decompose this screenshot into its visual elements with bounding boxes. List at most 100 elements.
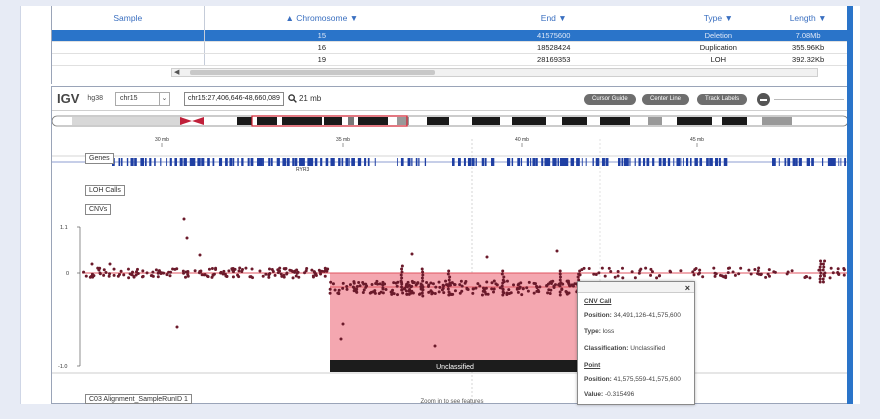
gene-exon (207, 158, 210, 166)
table-horizontal-scrollbar[interactable]: ◀ (171, 68, 818, 77)
cnv-point (297, 275, 301, 279)
zoom-out-icon[interactable] (757, 93, 770, 106)
cnv-point (616, 270, 620, 274)
popup-class-value: Unclassified (630, 345, 666, 352)
filter-icon[interactable]: ▼ (724, 13, 733, 23)
close-icon[interactable]: × (684, 283, 690, 293)
cnv-point (141, 274, 145, 278)
gene-exon (232, 158, 235, 166)
col-header-end[interactable]: End ▼ (439, 13, 668, 23)
cnv-point (718, 273, 722, 277)
gene-exon (351, 158, 355, 166)
igv-navbar: IGV hg38 chr15 ⌄ chr15:27,406,646-48,660,… (52, 87, 848, 111)
cnv-point (206, 275, 210, 279)
cnv-point (526, 289, 530, 293)
cnv-point (447, 269, 451, 273)
chevron-down-icon[interactable]: ⌄ (158, 92, 169, 105)
zoom-indicator[interactable]: 21 mb (288, 94, 321, 103)
cnv-point (279, 272, 283, 276)
cursor-guide-button[interactable]: Cursor Guide (584, 94, 636, 105)
gene-exon (212, 158, 215, 166)
cnv-point (426, 285, 430, 289)
table-row[interactable]: 16 18528424 Duplication 355.96Kb (52, 42, 848, 54)
igv-browser: IGV hg38 chr15 ⌄ chr15:27,406,646-48,660,… (51, 86, 849, 405)
cnv-point (82, 270, 86, 274)
locus-input[interactable]: chr15:27,406,646-48,660,089 (183, 91, 284, 106)
table-row[interactable]: 19 28169353 LOH 392.32Kb (52, 54, 848, 66)
cnv-point (328, 291, 332, 295)
igv-logo: IGV (57, 91, 80, 106)
gene-track[interactable] (52, 158, 848, 166)
gene-exon (364, 158, 367, 166)
track-label-alignment[interactable]: C03 Alignment_SampleRunID 1 (85, 394, 192, 404)
cnv-point (169, 270, 173, 274)
cnv-point (102, 268, 106, 272)
gene-exon (463, 158, 466, 166)
cnv-region-label-bar[interactable] (330, 360, 580, 372)
cnv-point (410, 284, 414, 288)
col-header-length[interactable]: Length ▼ (768, 13, 848, 23)
cnv-point (502, 275, 506, 279)
cnv-point (558, 269, 562, 273)
cnv-point (320, 269, 324, 273)
cnv-point (202, 273, 206, 277)
cnv-point (460, 284, 464, 288)
cnv-point (818, 268, 822, 272)
col-header-chromosome[interactable]: ▲ Chromosome ▼ (285, 13, 359, 23)
cnv-point (361, 291, 365, 295)
track-labels-button[interactable]: Track Labels (697, 94, 748, 105)
gene-exon (822, 158, 824, 166)
gene-exon (595, 158, 600, 166)
gene-exon (491, 158, 495, 166)
table-row[interactable]: 15 41575600 Deletion 7.08Mb (52, 30, 848, 42)
col-header-sample[interactable]: Sample (52, 6, 205, 30)
center-line-button[interactable]: Center Line (642, 94, 690, 105)
cnv-point (405, 282, 409, 286)
gene-exon (134, 158, 137, 166)
cnv-point (351, 285, 355, 289)
scrollbar-thumb[interactable] (190, 70, 435, 75)
filter-icon[interactable]: ▼ (558, 13, 567, 23)
gene-exon (121, 158, 123, 166)
cnv-point (505, 279, 509, 283)
gene-exon (685, 158, 689, 166)
gene-exon (294, 158, 298, 166)
search-icon[interactable] (288, 94, 297, 103)
gene-exon (225, 158, 228, 166)
cnv-point (207, 267, 211, 271)
cnv-point (821, 262, 825, 266)
cnv-point (421, 279, 425, 283)
cnv-point (749, 272, 753, 276)
track-label-loh[interactable]: LOH Calls (85, 185, 125, 196)
track-label-genes[interactable]: Genes (85, 153, 114, 164)
ideogram[interactable] (52, 115, 848, 127)
cnv-point (450, 281, 454, 285)
cnv-point (280, 274, 284, 278)
cnv-point (186, 270, 190, 274)
cnv-point (568, 284, 572, 288)
gene-exon (723, 158, 727, 166)
scroll-left-icon[interactable]: ◀ (174, 69, 180, 76)
cell-sample (52, 30, 205, 41)
zoom-slider[interactable] (774, 99, 844, 100)
cnv-point (564, 289, 568, 293)
cnv-point (407, 289, 411, 293)
chromosome-select[interactable]: chr15 ⌄ (114, 91, 170, 106)
gene-exon (259, 158, 263, 166)
filter-icon[interactable]: ▼ (818, 13, 827, 23)
gene-exon (140, 158, 145, 166)
page-scrollbar[interactable] (847, 6, 853, 404)
track-label-cnvs[interactable]: CNVs (85, 204, 112, 215)
cnv-point (345, 287, 349, 291)
cnv-points[interactable] (82, 217, 846, 348)
col-header-type[interactable]: Type ▼ (668, 13, 768, 23)
cnv-point (823, 259, 827, 263)
filter-icon[interactable]: ▼ (349, 13, 359, 23)
cnv-point (501, 287, 505, 291)
cnv-point (97, 268, 101, 272)
cell-end: 18528424 (537, 43, 571, 52)
cnv-point (448, 275, 452, 279)
cnv-point (339, 337, 343, 341)
cnv-point (447, 278, 451, 282)
cnv-point (616, 274, 620, 278)
